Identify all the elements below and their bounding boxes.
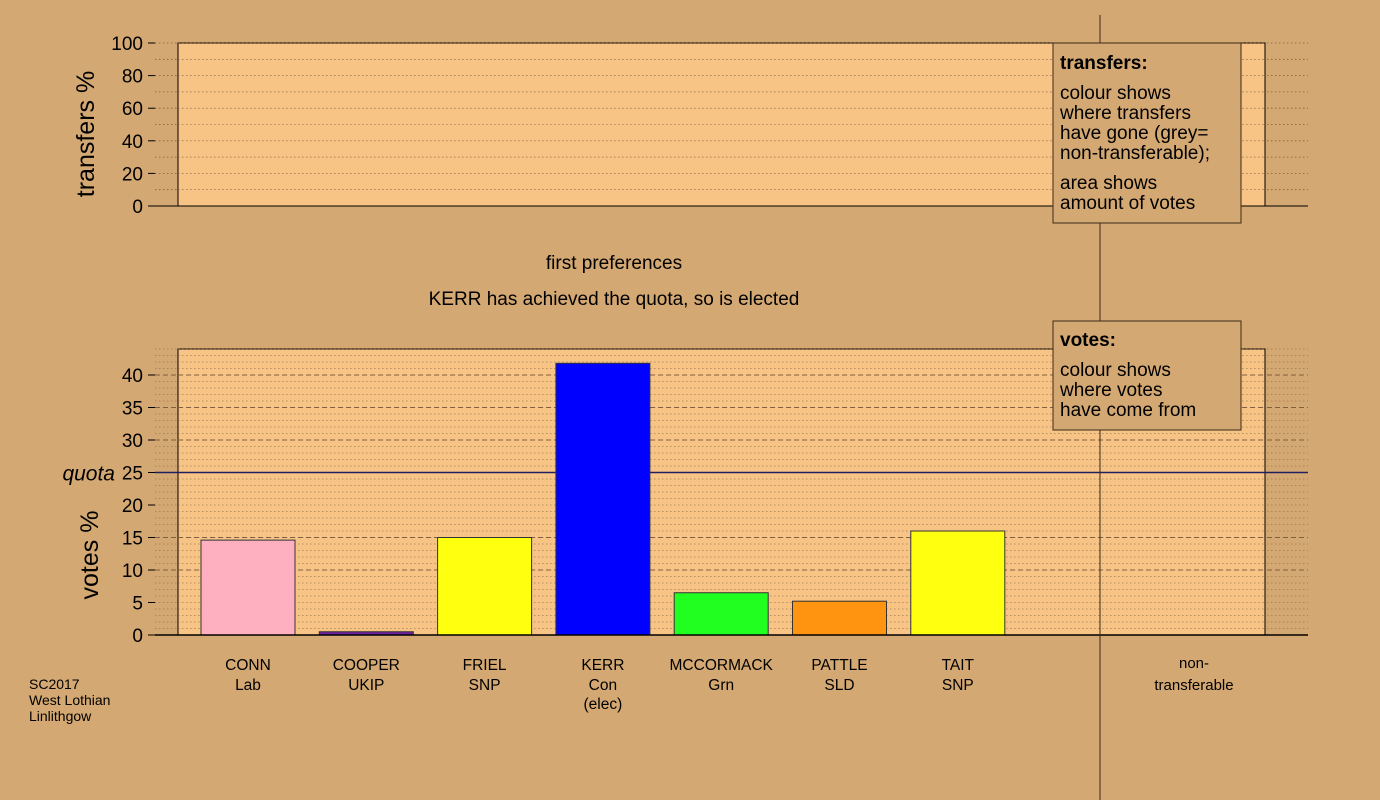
stage-subtitle: KERR has achieved the quota, so is elect… [429, 289, 800, 310]
transfers-y-tick-label: 20 [122, 164, 143, 185]
transfers-legend-line: non-transferable); [1060, 143, 1210, 164]
votes-y-tick-label: 0 [132, 626, 143, 647]
bar-friel [437, 537, 533, 636]
votes-y-tick-label: 25 [122, 464, 143, 485]
votes-y-axis-label: votes % [76, 511, 104, 600]
votes-legend-line: have come from [1060, 400, 1196, 421]
transfers-y-ticks: 0 20 40 60 80 100 [111, 34, 155, 218]
votes-y-ticks: 0 5 10 15 20 25 30 35 40 [122, 366, 155, 647]
footer-line: Linlithgow [29, 708, 92, 724]
transfers-y-tick-label: 60 [122, 99, 143, 120]
footer-line: West Lothian [29, 692, 110, 708]
votes-legend-line: where votes [1059, 380, 1162, 401]
footer-line: SC2017 [29, 676, 80, 692]
votes-legend-line: colour shows [1060, 360, 1171, 381]
votes-y-tick-label: 20 [122, 496, 143, 517]
category-label-name: MCCORMACK [670, 657, 774, 674]
category-label-party: Lab [235, 677, 261, 694]
category-labels: CONN Lab COOPER UKIP FRIEL SNP KERR Con (elec) MC… [225, 655, 1233, 713]
category-label-party: transferable [1154, 677, 1233, 694]
votes-legend-title: votes: [1060, 330, 1116, 351]
bar-conn [200, 539, 296, 636]
quota-label: quota [62, 463, 115, 486]
category-label-party: SNP [469, 677, 501, 694]
bar-kerr [555, 362, 651, 636]
votes-y-tick-label: 40 [122, 366, 143, 387]
category-label-party: UKIP [348, 677, 384, 694]
transfers-legend-line: colour shows [1060, 83, 1171, 104]
category-label-name: COOPER [333, 657, 400, 674]
category-label-name: PATTLE [811, 657, 867, 674]
transfers-legend-title: transfers: [1060, 53, 1148, 74]
transfers-legend-line: area shows [1060, 173, 1157, 194]
category-label-party: SLD [824, 677, 854, 694]
category-label-party: Grn [708, 677, 734, 694]
category-label-name: CONN [225, 657, 271, 674]
transfers-y-tick-label: 0 [132, 197, 143, 218]
bar-pattle [792, 600, 887, 636]
votes-y-tick-label: 5 [132, 594, 143, 615]
transfers-y-tick-label: 80 [122, 67, 143, 88]
bar-tait [910, 530, 1006, 636]
transfers-y-tick-label: 100 [111, 34, 143, 55]
category-label-name: FRIEL [463, 657, 507, 674]
votes-y-tick-label: 35 [122, 399, 143, 420]
category-label-name: KERR [581, 657, 624, 674]
transfers-y-axis-label: transfers % [72, 71, 100, 197]
category-label-note: (elec) [584, 696, 623, 713]
bar-mccormack [673, 592, 769, 636]
votes-y-tick-label: 10 [122, 561, 143, 582]
stage-title: first preferences [546, 253, 682, 274]
votes-y-tick-label: 30 [122, 431, 143, 452]
category-label-name: non- [1179, 655, 1209, 672]
category-label-party: Con [589, 677, 617, 694]
votes-y-tick-label: 15 [122, 529, 143, 550]
transfers-legend-line: where transfers [1059, 103, 1191, 124]
category-label-name: TAIT [942, 657, 975, 674]
transfers-y-tick-label: 40 [122, 132, 143, 153]
category-label-party: SNP [942, 677, 974, 694]
transfers-legend-line: have gone (grey= [1060, 123, 1208, 144]
transfers-legend-line: amount of votes [1060, 193, 1195, 214]
